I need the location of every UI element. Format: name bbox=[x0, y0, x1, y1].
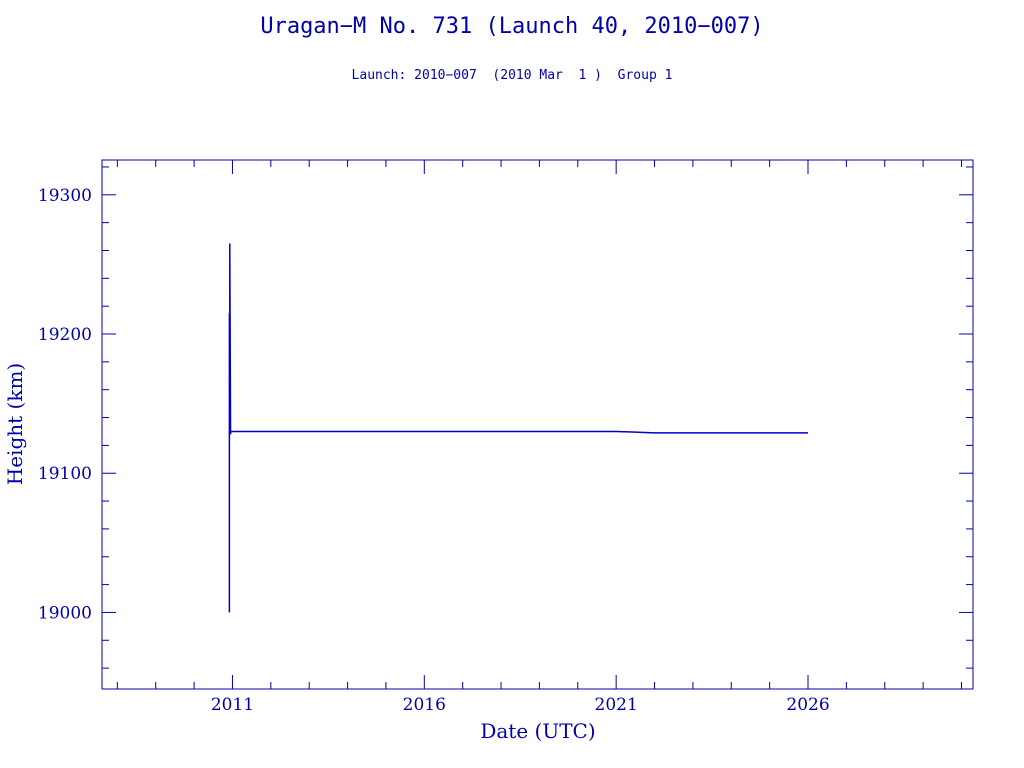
x-tick-label: 2011 bbox=[211, 695, 254, 715]
x-tick-label: 2016 bbox=[403, 695, 446, 715]
y-tick-label: 19100 bbox=[38, 464, 92, 484]
x-tick-label: 2021 bbox=[595, 695, 638, 715]
axis-tick-labels: 19000 19100 19200 19300 2011 2016 2021 2026 bbox=[38, 186, 830, 715]
y-tick-label: 19300 bbox=[38, 186, 92, 206]
x-tick-label: 2026 bbox=[786, 695, 829, 715]
height-series-line bbox=[228, 243, 809, 613]
plot-frame bbox=[101, 159, 974, 690]
axis-ticks bbox=[102, 160, 973, 689]
chart-title: Uragan−M No. 731 (Launch 40, 2010−007) bbox=[260, 14, 764, 39]
y-tick-label: 19200 bbox=[38, 325, 92, 345]
y-tick-label: 19000 bbox=[38, 603, 92, 623]
chart-subtitle: Launch: 2010−007 (2010 Mar 1 ) Group 1 bbox=[351, 68, 673, 83]
x-axis-label: Date (UTC) bbox=[480, 719, 595, 743]
series-group bbox=[228, 243, 809, 613]
y-axis-label: Height (km) bbox=[3, 363, 27, 485]
